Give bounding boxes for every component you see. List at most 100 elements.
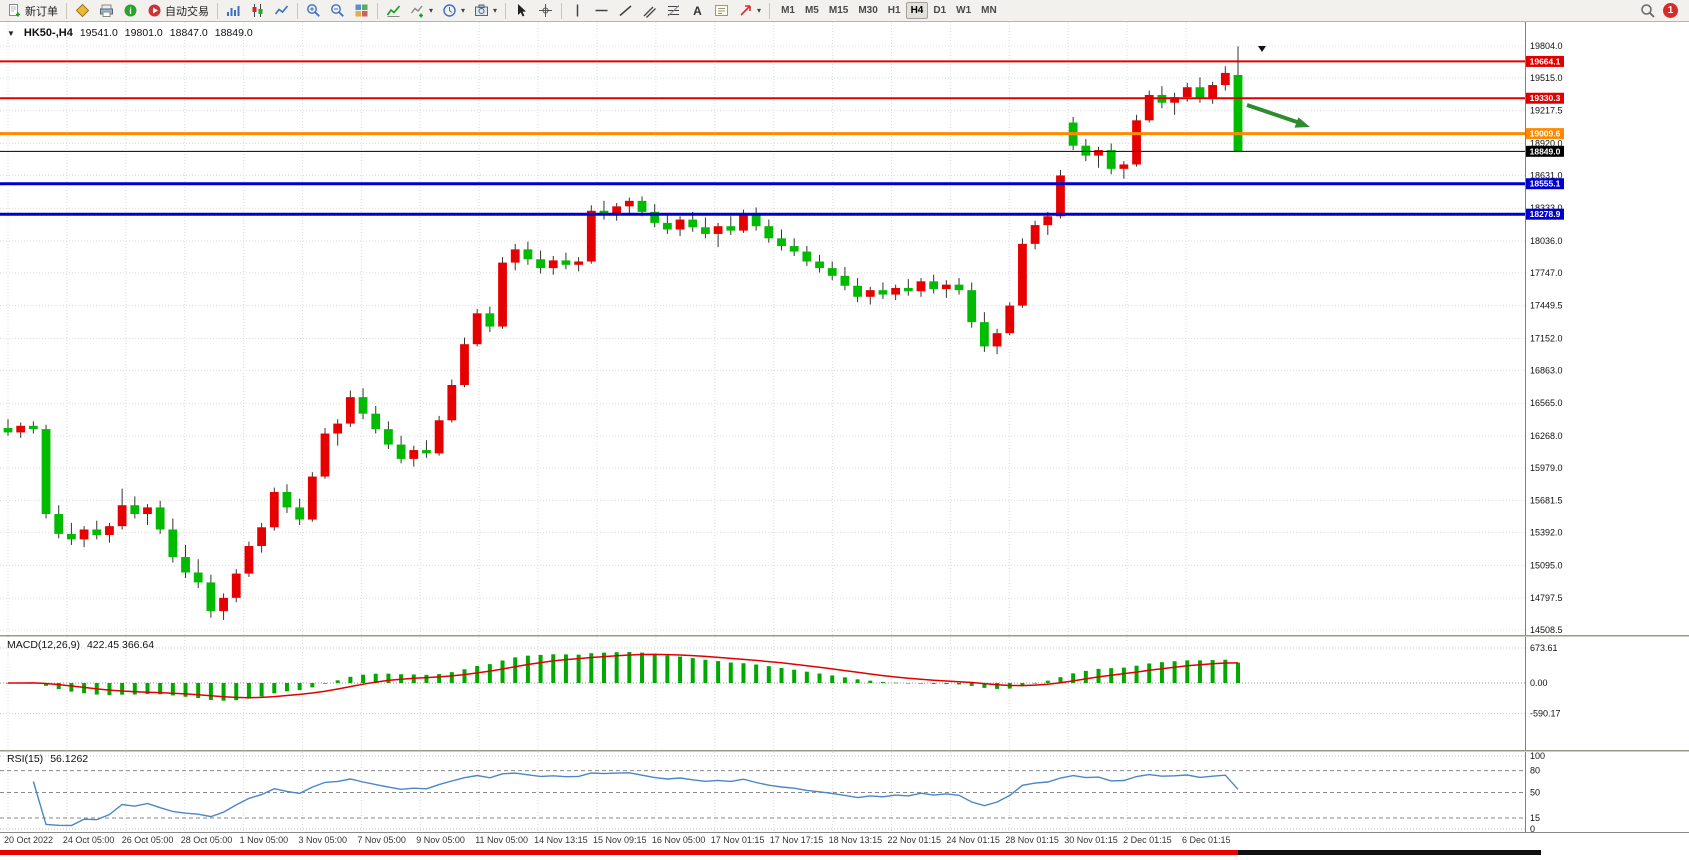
candle	[28, 425, 38, 430]
macd-axis-tick: -590.17	[1530, 709, 1561, 719]
zoom-out-icon	[330, 3, 345, 18]
rsi-canvas[interactable]: 100 80 50 150	[0, 752, 1689, 832]
horizontal-line-button[interactable]	[590, 0, 613, 22]
notification-badge[interactable]: 1	[1663, 3, 1678, 18]
cursor-icon	[514, 3, 529, 18]
chart-profile-button[interactable]	[71, 0, 94, 22]
macd-bar	[170, 683, 175, 696]
candle	[891, 287, 901, 295]
arrow-tools-caret-icon[interactable]: ▾	[757, 6, 762, 15]
candle	[3, 428, 13, 433]
timeframe-m15[interactable]: M15	[828, 5, 849, 16]
price-tick: 14508.5	[1530, 625, 1563, 635]
candle	[1056, 175, 1065, 217]
macd-canvas[interactable]: 673.61 0.00 -590.17	[0, 637, 1689, 750]
timeframe-m5[interactable]: M5	[804, 5, 819, 16]
price-tick: 16268.0	[1530, 431, 1563, 441]
candle-chart-button[interactable]	[246, 0, 269, 22]
add-indicator-button[interactable]: ▾	[406, 0, 437, 22]
macd-bar	[1020, 683, 1025, 686]
templates-button[interactable]: ▾	[470, 0, 501, 22]
macd-bar	[716, 661, 721, 683]
trend-arrow-annotation[interactable]	[1246, 103, 1298, 124]
date-label: 2 Dec 01:15	[1123, 835, 1172, 845]
macd-bar	[513, 657, 518, 683]
macd-bar	[969, 683, 974, 686]
candle	[548, 260, 558, 269]
trendline-button[interactable]	[614, 0, 637, 22]
candle	[269, 491, 279, 528]
candle	[764, 226, 774, 239]
macd-bar	[551, 654, 556, 683]
vertical-line-button[interactable]	[566, 0, 589, 22]
panel-splitter-macd[interactable]	[0, 635, 1689, 637]
chart-shift-marker[interactable]	[1258, 46, 1266, 52]
templates-caret-icon[interactable]: ▾	[493, 6, 498, 15]
macd-bar	[893, 682, 898, 684]
zoom-out-button[interactable]	[326, 0, 349, 22]
candle	[815, 261, 824, 269]
horizontal-line-icon	[594, 3, 609, 18]
bottom-strip-black	[1238, 850, 1541, 855]
macd-bar	[614, 652, 619, 683]
macd-bar	[703, 659, 708, 683]
timeframe-mn[interactable]: MN	[981, 5, 997, 16]
candle	[333, 423, 343, 434]
equidistant-channel-button[interactable]	[638, 0, 661, 22]
panel-splitter-rsi[interactable]	[0, 750, 1689, 752]
toolbar-separator	[377, 2, 378, 19]
macd-bar	[259, 683, 264, 697]
candle	[1132, 120, 1141, 165]
candle	[447, 385, 457, 421]
candle	[54, 514, 64, 534]
print-button[interactable]	[95, 0, 118, 22]
rsi-axis-tick: 50	[1530, 788, 1540, 798]
timeframe-m1[interactable]: M1	[781, 5, 795, 16]
crosshair-button[interactable]	[534, 0, 557, 22]
line-chart-button[interactable]	[270, 0, 293, 22]
new-order-button[interactable]: 新订单	[3, 0, 62, 22]
text-label-icon	[714, 3, 729, 18]
fibonacci-button[interactable]	[662, 0, 685, 22]
text-label-button[interactable]	[710, 0, 733, 22]
auto-trading-icon	[147, 3, 162, 18]
text-button[interactable]: A	[686, 0, 709, 22]
rsi-axis-tick: 80	[1530, 766, 1540, 776]
chart-header: ▼ HK50-,H4 19541.0 19801.0 18847.0 18849…	[7, 27, 253, 39]
cursor-button[interactable]	[510, 0, 533, 22]
timeframe-h4[interactable]: H4	[905, 2, 929, 19]
bottom-strip	[0, 849, 1689, 860]
ohlc-open: 19541.0	[79, 27, 118, 39]
candle	[371, 413, 381, 430]
chart-collapse-icon[interactable]: ▼	[7, 29, 15, 38]
arrow-tools-button[interactable]: ▾	[734, 0, 765, 22]
date-label: 24 Nov 01:15	[946, 835, 1000, 845]
periods-button[interactable]: ▾	[438, 0, 469, 22]
search-icon[interactable]	[1640, 3, 1655, 18]
main-chart-canvas[interactable]: 19804.0 19515.0 19217.5 18920.0 18631.0 18333…	[0, 22, 1689, 635]
candle	[777, 238, 786, 247]
timeframe-m30[interactable]: M30	[858, 5, 878, 16]
date-label: 30 Nov 01:15	[1064, 835, 1118, 845]
macd-bar	[868, 680, 873, 683]
new-order-label: 新订单	[25, 5, 58, 18]
indicators-button[interactable]	[382, 0, 405, 22]
candle	[358, 397, 368, 414]
auto-trading-button[interactable]: 自动交易	[143, 0, 213, 22]
add-indicator-caret-icon[interactable]: ▾	[429, 6, 434, 15]
timeframe-d1[interactable]: D1	[933, 5, 947, 16]
new-order-icon	[7, 3, 22, 18]
rsi-axis-tick: 15	[1530, 813, 1540, 823]
candle	[219, 597, 228, 612]
time-axis[interactable]: 20 Oct 2022 24 Oct 05:00 26 Oct 05:00 28 Oc…	[0, 832, 1689, 849]
zoom-in-button[interactable]	[302, 0, 325, 22]
timeframe-h1[interactable]: H1	[887, 5, 901, 16]
market-info-button[interactable]: i	[119, 0, 142, 22]
bar-chart-button[interactable]	[222, 0, 245, 22]
timeframe-w1[interactable]: W1	[956, 5, 972, 16]
periods-caret-icon[interactable]: ▾	[461, 6, 466, 15]
date-label: 15 Nov 09:15	[593, 835, 647, 845]
macd-bar	[1159, 662, 1164, 683]
tile-windows-button[interactable]	[350, 0, 373, 22]
candle	[751, 212, 761, 227]
